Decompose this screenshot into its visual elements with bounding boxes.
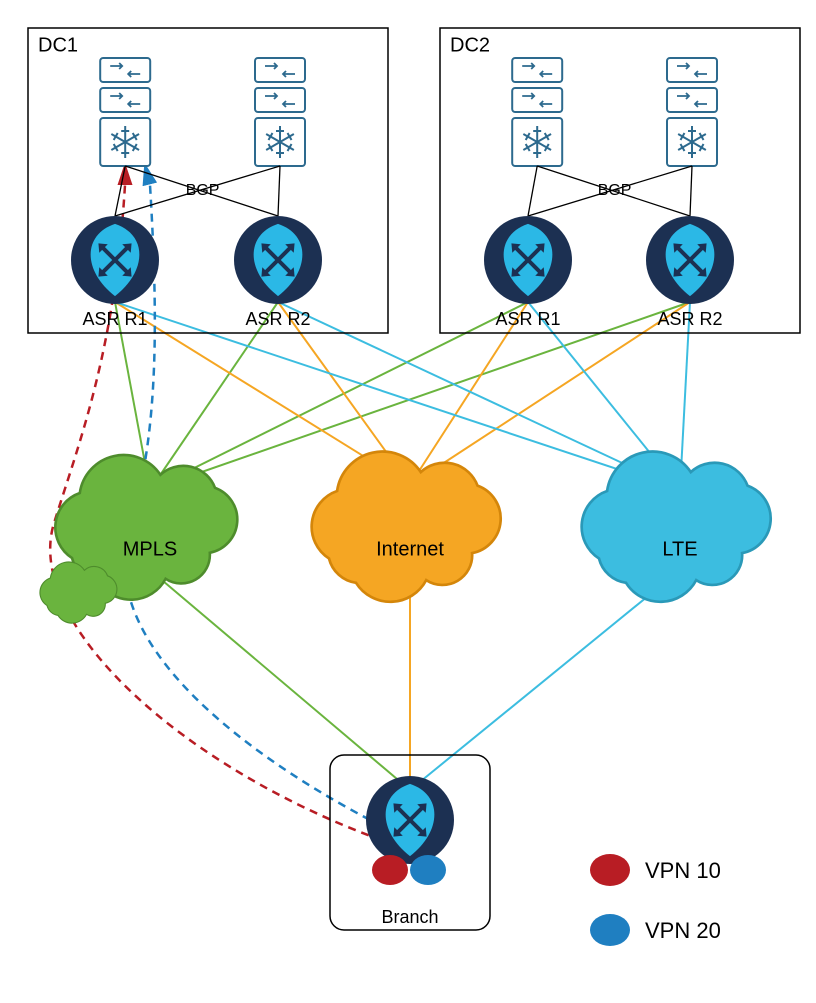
network-diagram: DC1 BGP ASR R1 ASR R2 DC2 BGP ASR R1 ASR R2 MPLS…: [0, 0, 816, 998]
legend: VPN 10 VPN 20: [590, 854, 721, 946]
dc2-r1: [484, 216, 572, 304]
svg-text:LTE: LTE: [662, 538, 697, 560]
dc1-r1: [71, 216, 159, 304]
svg-text:ASR R1: ASR R1: [82, 309, 147, 329]
cloud-lte: [582, 452, 771, 602]
cloud-internet: [312, 452, 501, 602]
svg-text:ASR R2: ASR R2: [657, 309, 722, 329]
dc2-r2: [646, 216, 734, 304]
branch-vpn10-dot: [372, 855, 408, 885]
branch-router: [366, 776, 454, 864]
svg-text:VPN 10: VPN 10: [645, 858, 721, 883]
device-stack: [255, 58, 305, 166]
device-stack: [667, 58, 717, 166]
svg-text:VPN 20: VPN 20: [645, 918, 721, 943]
svg-text:Internet: Internet: [376, 538, 444, 560]
svg-text:ASR R2: ASR R2: [245, 309, 310, 329]
svg-text:ASR R1: ASR R1: [495, 309, 560, 329]
device-stack: [512, 58, 562, 166]
branch-vpn20-dot: [410, 855, 446, 885]
svg-text:DC2: DC2: [450, 34, 490, 56]
svg-text:Branch: Branch: [381, 907, 438, 927]
device-stack: [100, 58, 150, 166]
dc1-r2: [234, 216, 322, 304]
svg-text:MPLS: MPLS: [123, 538, 177, 560]
svg-text:DC1: DC1: [38, 34, 78, 56]
svg-text:BGP: BGP: [186, 182, 220, 199]
svg-text:BGP: BGP: [598, 182, 632, 199]
